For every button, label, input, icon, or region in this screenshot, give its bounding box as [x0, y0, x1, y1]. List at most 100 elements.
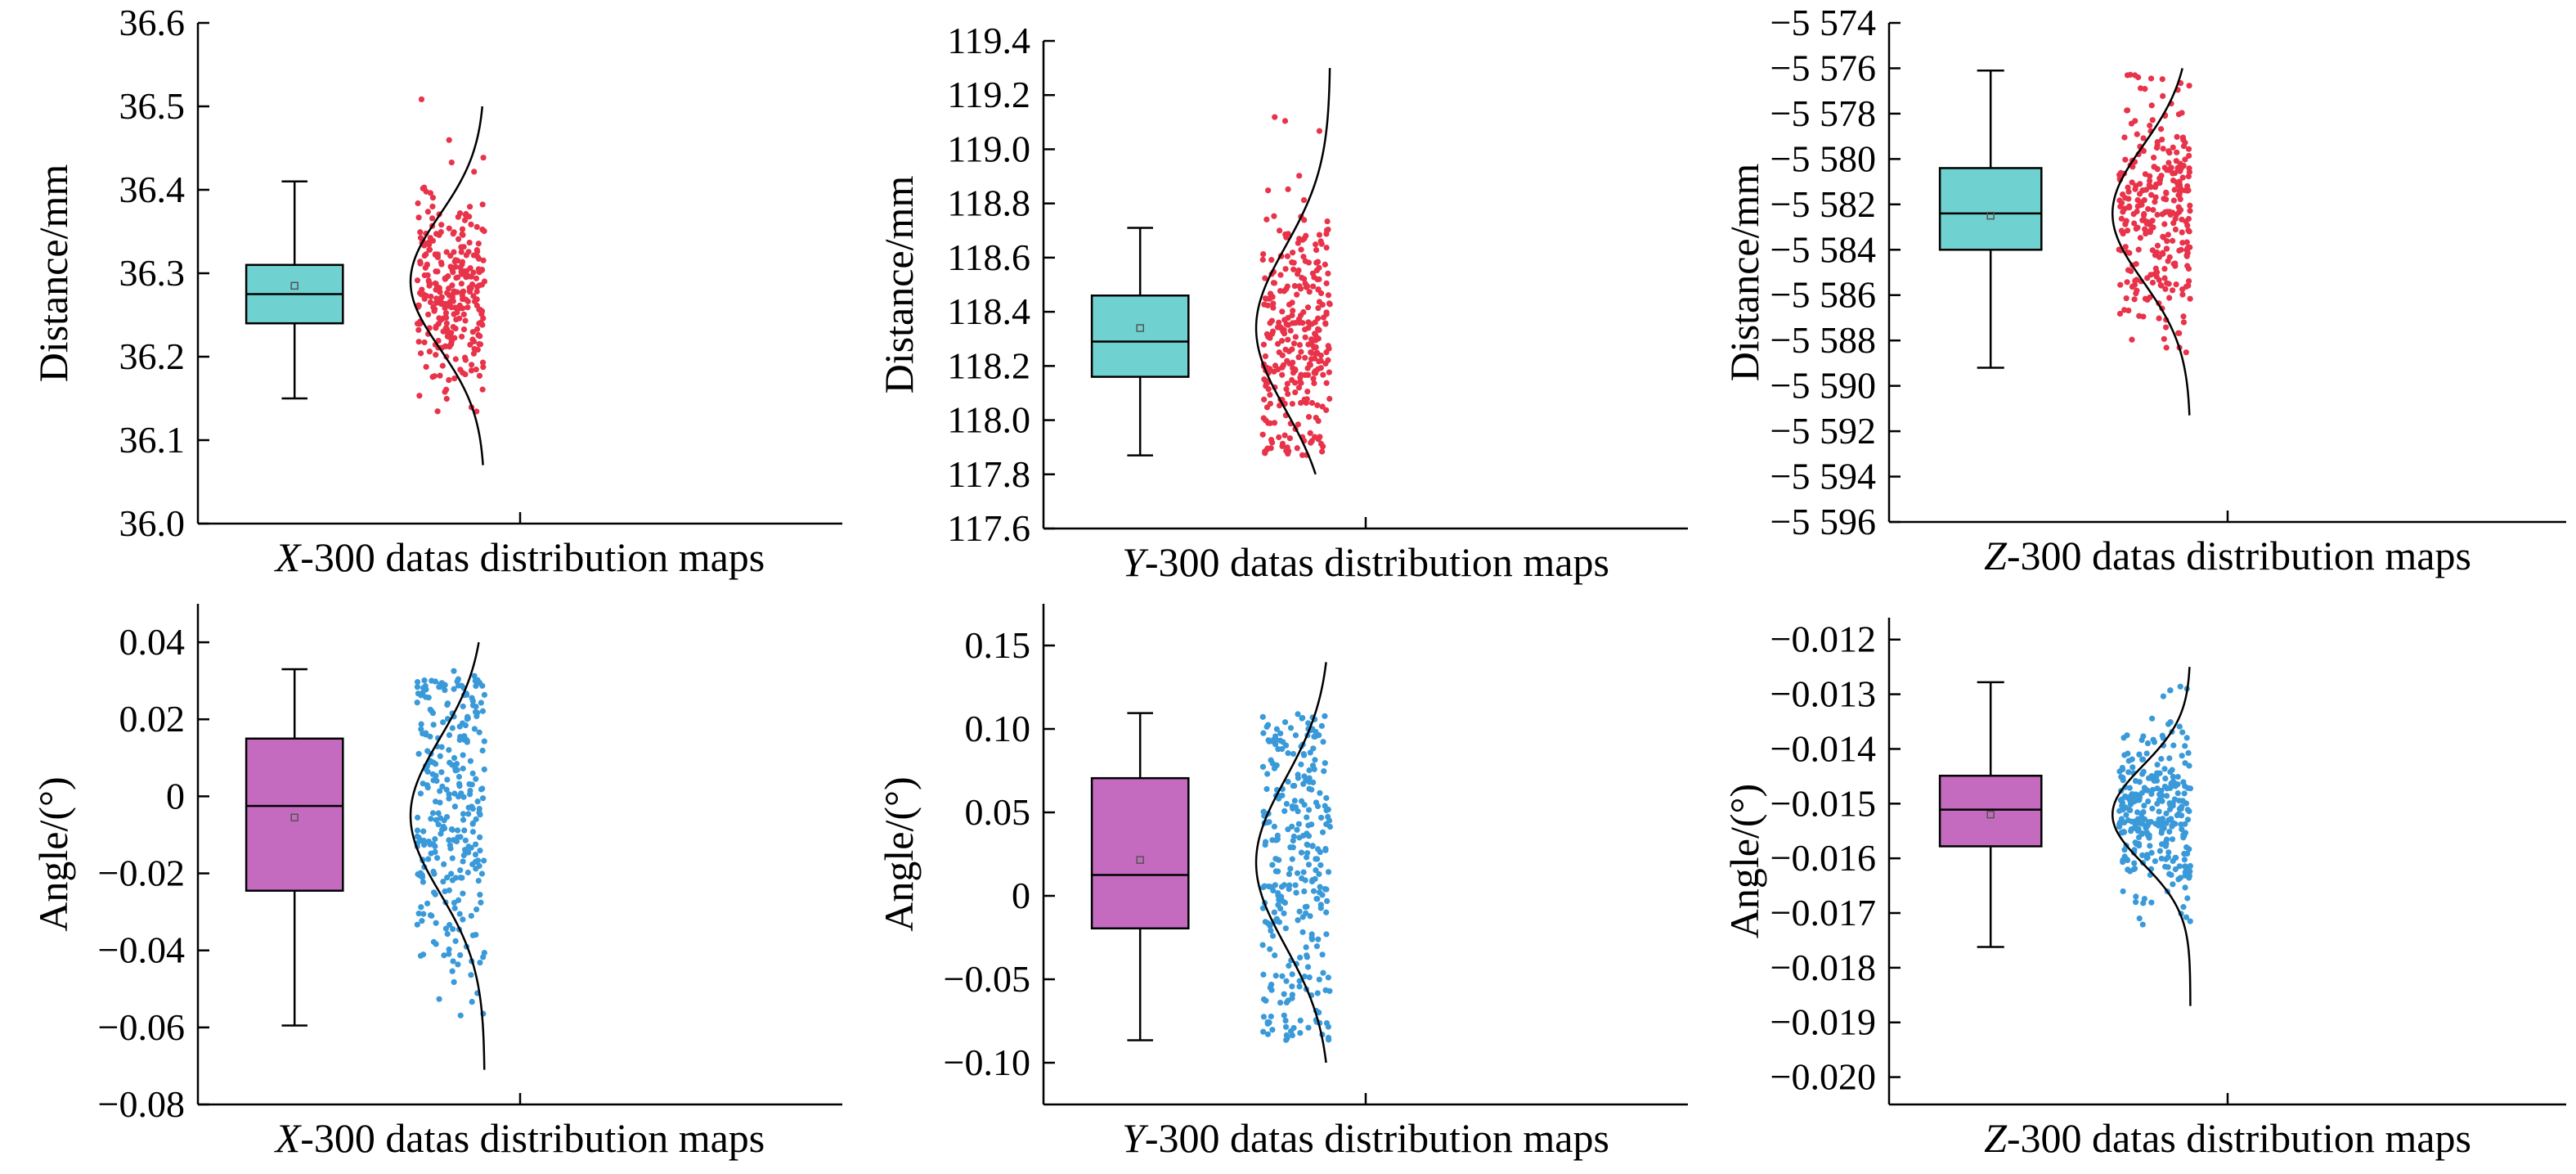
data-point	[417, 235, 424, 241]
data-point	[451, 686, 457, 692]
data-point	[425, 278, 433, 286]
data-point	[2166, 295, 2173, 301]
data-point	[454, 678, 460, 685]
data-point	[1271, 213, 1277, 219]
data-point	[469, 781, 475, 788]
data-point	[2116, 807, 2123, 814]
data-point	[462, 357, 469, 363]
y-tick-label: 36.5	[119, 85, 186, 127]
data-point	[1263, 377, 1269, 384]
x-axis-title: Z-300 datas distribution maps	[1984, 533, 2471, 578]
data-point	[450, 926, 456, 933]
data-point	[2129, 756, 2135, 762]
data-point	[479, 795, 487, 802]
data-point	[1317, 440, 1325, 448]
data-point	[2184, 895, 2191, 902]
data-point	[429, 709, 437, 717]
data-point	[469, 820, 476, 826]
data-point	[433, 295, 440, 302]
data-point	[2185, 278, 2192, 285]
data-point	[1326, 987, 1333, 994]
data-point	[2161, 275, 2168, 281]
data-point	[2147, 272, 2154, 278]
data-point	[454, 309, 460, 316]
data-point	[414, 684, 421, 690]
data-point	[432, 891, 438, 897]
data-point	[2139, 756, 2147, 762]
data-point	[2174, 773, 2181, 780]
data-point	[1313, 942, 1321, 950]
data-point	[446, 747, 452, 753]
data-point	[2185, 227, 2192, 234]
data-point	[2163, 810, 2170, 816]
data-point	[2182, 884, 2188, 891]
data-point	[1315, 936, 1322, 942]
data-point	[2158, 855, 2165, 862]
data-point	[2172, 226, 2179, 233]
data-point	[470, 350, 478, 357]
data-point	[1318, 722, 1325, 729]
data-point	[2158, 173, 2165, 179]
data-point	[1269, 861, 1276, 868]
y-tick-label: −0.06	[98, 1006, 185, 1048]
data-point	[1298, 761, 1304, 767]
data-point	[2124, 279, 2130, 286]
data-point	[475, 877, 482, 884]
data-point	[2179, 753, 2185, 759]
data-point	[1281, 719, 1289, 726]
data-point	[1310, 376, 1317, 382]
data-point	[2165, 258, 2171, 264]
data-point	[421, 252, 428, 259]
data-point	[1290, 370, 1297, 376]
data-point	[2137, 85, 2144, 92]
data-point	[1319, 829, 1326, 835]
data-point	[433, 352, 439, 358]
data-point	[430, 938, 438, 945]
data-point	[2156, 180, 2163, 187]
data-point	[470, 338, 478, 345]
data-point	[466, 239, 473, 246]
data-point	[443, 813, 451, 821]
data-point	[2145, 205, 2152, 213]
data-point	[1319, 951, 1326, 958]
data-point	[435, 821, 442, 828]
data-point	[2170, 220, 2177, 227]
data-point	[1275, 889, 1281, 897]
data-point	[1323, 821, 1330, 828]
data-point	[2143, 825, 2149, 831]
data-point	[2124, 107, 2130, 114]
data-point	[433, 231, 440, 237]
data-point	[2125, 267, 2132, 273]
data-point	[1276, 434, 1282, 441]
data-point	[2138, 830, 2145, 836]
data-point	[1304, 964, 1312, 970]
data-point	[1315, 286, 1322, 293]
data-point	[424, 785, 431, 791]
data-point	[1260, 1028, 1267, 1035]
data-point	[451, 375, 458, 382]
data-point	[460, 752, 466, 758]
data-point	[1290, 250, 1296, 256]
data-point	[418, 904, 424, 911]
data-point	[2129, 283, 2136, 290]
data-point	[1284, 283, 1290, 290]
data-point	[1289, 376, 1295, 384]
data-point	[2170, 237, 2176, 244]
data-point	[452, 766, 459, 772]
data-point	[1311, 344, 1317, 351]
data-point	[2159, 211, 2165, 218]
data-point	[1259, 713, 1266, 720]
data-point	[1290, 844, 1296, 851]
data-point	[460, 326, 468, 333]
data-point	[2119, 803, 2125, 809]
data-point	[434, 268, 441, 275]
data-point	[1280, 362, 1287, 368]
data-point	[454, 289, 460, 295]
data-point	[2144, 740, 2152, 747]
data-point	[420, 828, 427, 834]
data-point	[1262, 275, 1268, 281]
data-point	[2158, 756, 2165, 762]
data-point	[2140, 809, 2147, 816]
data-point	[1309, 270, 1317, 277]
data-point	[2157, 126, 2165, 133]
